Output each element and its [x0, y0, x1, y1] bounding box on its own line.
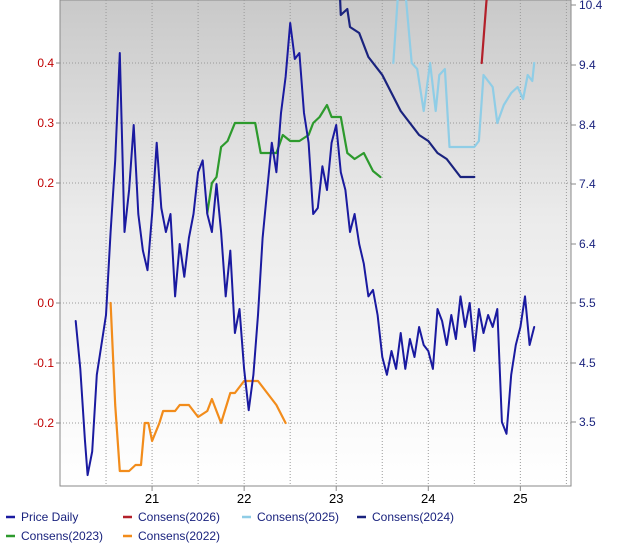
right-tick-label: 5.5: [579, 296, 596, 310]
left-axis: 0.70.60.40.30.20.0-0.1-0.2: [33, 56, 60, 430]
right-tick-label: 6.4: [579, 237, 596, 251]
right-tick-label: 7.4: [579, 177, 596, 191]
legend-label-consens-2026: Consens(2026): [138, 510, 220, 524]
series-line-consens-2024: [339, 0, 476, 179]
plot-area: [59, 0, 572, 487]
legend-label-consens-2025: Consens(2025): [257, 510, 339, 524]
legend-label-consens-2024: Consens(2024): [372, 510, 454, 524]
x-tick-label: 25: [513, 491, 527, 506]
legend-label-consens-2023: Consens(2023): [21, 529, 103, 543]
right-tick-label: 3.5: [579, 415, 596, 429]
left-tick-label: 0.0: [37, 296, 54, 310]
x-axis: 21 22 23 24 25: [145, 486, 528, 506]
legend-label-consens-2022: Consens(2022): [138, 529, 220, 543]
grid: [60, 0, 571, 486]
left-tick-label: 0.3: [37, 116, 54, 130]
series-line-consens-2025: [392, 0, 536, 149]
left-tick-label: -0.1: [33, 356, 54, 370]
series-group: [74, 0, 536, 477]
left-tick-label: -0.2: [33, 416, 54, 430]
left-tick-label: 0.2: [37, 176, 54, 190]
x-tick-label: 24: [421, 491, 435, 506]
x-tick-label: 23: [329, 491, 343, 506]
legend: Price Daily Consens(2026) Consens(2025) Con…: [6, 510, 454, 543]
right-tick-label: 8.4: [579, 118, 596, 132]
left-tick-label: 0.4: [37, 56, 54, 70]
x-tick-label: 21: [145, 491, 159, 506]
legend-label-price-daily: Price Daily: [21, 510, 78, 524]
right-tick-label: 10.4: [579, 0, 603, 12]
right-tick-label: 9.4: [579, 58, 596, 72]
right-tick-label: 4.5: [579, 356, 596, 370]
right-axis: 10.4 9.4 8.4 7.4 6.4 5.5 4.5 3.5: [571, 0, 603, 429]
x-tick-label: 22: [237, 491, 251, 506]
series-line-consens-2023: [206, 103, 382, 215]
series-line-price-daily: [74, 22, 536, 477]
